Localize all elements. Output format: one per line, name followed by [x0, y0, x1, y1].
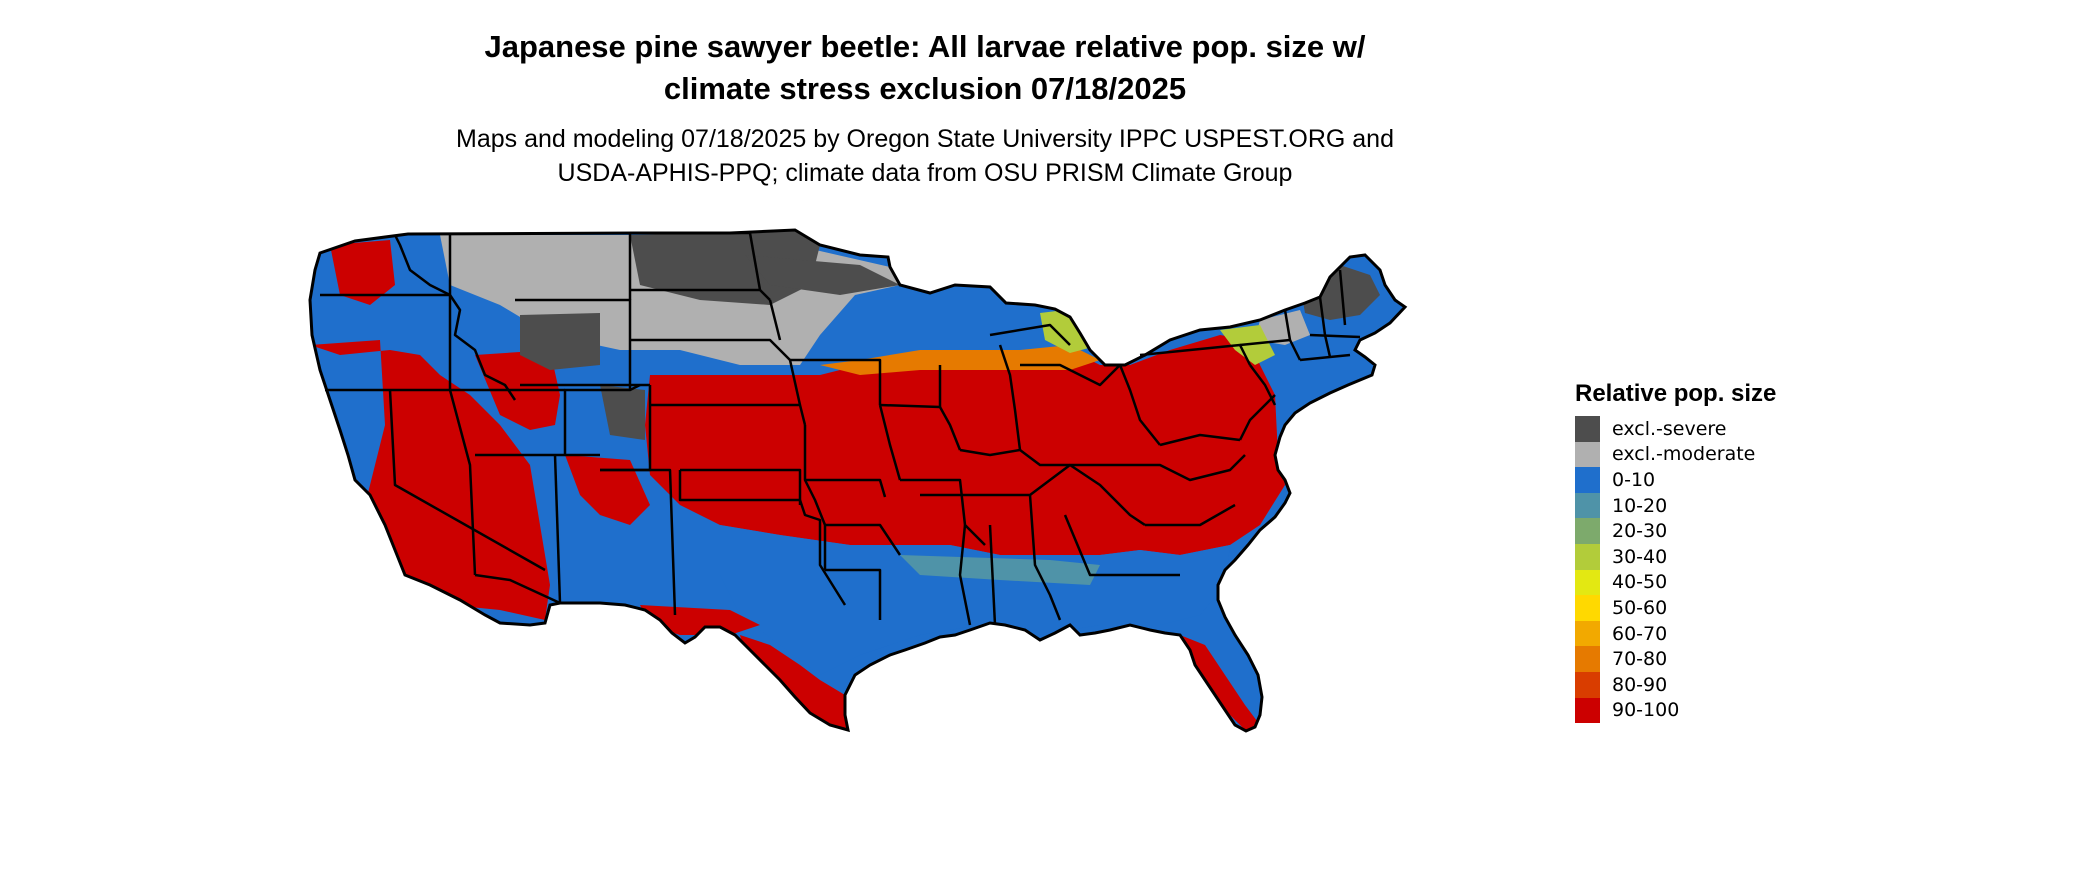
- legend-label: 90-100: [1612, 699, 1680, 722]
- legend-item: 60-70: [1575, 620, 1975, 647]
- legend-label: 60-70: [1612, 622, 1668, 645]
- legend-swatch: [1575, 569, 1600, 596]
- legend-item: 0-10: [1575, 467, 1975, 493]
- legend-item: excl.-moderate: [1575, 441, 1975, 468]
- legend-label: excl.-severe: [1612, 417, 1727, 440]
- legend-swatch: [1575, 416, 1600, 442]
- legend-label: 70-80: [1612, 648, 1668, 671]
- map-title-line1: Japanese pine sawyer beetle: All larvae …: [484, 29, 1366, 64]
- legend-item: 40-50: [1575, 569, 1975, 596]
- legend-items: excl.-severe excl.-moderate 0-10 10-20 20-30…: [1575, 416, 1975, 724]
- suitability-raster: [310, 230, 1405, 731]
- legend-item: 30-40: [1575, 543, 1975, 570]
- legend-item: 80-90: [1575, 671, 1975, 698]
- legend-label: 80-90: [1612, 673, 1668, 696]
- map-subtitle-line1: Maps and modeling 07/18/2025 by Oregon S…: [456, 125, 1394, 153]
- legend-swatch: [1575, 697, 1600, 724]
- legend-swatch: [1575, 467, 1600, 493]
- legend-label: 30-40: [1612, 545, 1668, 568]
- legend-label: 50-60: [1612, 596, 1668, 619]
- legend-item: 50-60: [1575, 595, 1975, 621]
- legend-swatch: [1575, 595, 1600, 621]
- legend-title: Relative pop. size: [1575, 380, 1777, 407]
- map-title-line2: climate stress exclusion 07/18/2025: [663, 71, 1187, 106]
- legend-item: 70-80: [1575, 646, 1975, 672]
- legend-swatch: [1575, 620, 1600, 647]
- legend-label: 10-20: [1612, 494, 1668, 517]
- legend-item: 90-100: [1575, 697, 1975, 724]
- legend-label: 20-30: [1612, 520, 1668, 543]
- legend-swatch: [1575, 543, 1600, 570]
- map-title: Japanese pine sawyer beetle: All larvae …: [300, 26, 1550, 110]
- legend-swatch: [1575, 518, 1600, 544]
- legend-label: 0-10: [1612, 468, 1656, 491]
- state-boundaries: [320, 231, 1361, 626]
- map-subtitle-line2: USDA-APHIS-PPQ; climate data from OSU PR…: [557, 159, 1293, 187]
- legend-swatch: [1575, 671, 1600, 698]
- legend-item: 20-30: [1575, 518, 1975, 544]
- legend-swatch: [1575, 646, 1600, 672]
- legend-label: 40-50: [1612, 571, 1668, 594]
- legend-item: excl.-severe: [1575, 416, 1975, 442]
- legend-label: excl.-moderate: [1612, 443, 1756, 466]
- legend-swatch: [1575, 441, 1600, 468]
- map-subtitle: Maps and modeling 07/18/2025 by Oregon S…: [300, 122, 1550, 190]
- map-legend: Relative pop. size excl.-severe excl.-mod…: [1575, 380, 1975, 724]
- legend-item: 10-20: [1575, 492, 1975, 519]
- us-map: [308, 228, 1407, 733]
- legend-swatch: [1575, 492, 1600, 519]
